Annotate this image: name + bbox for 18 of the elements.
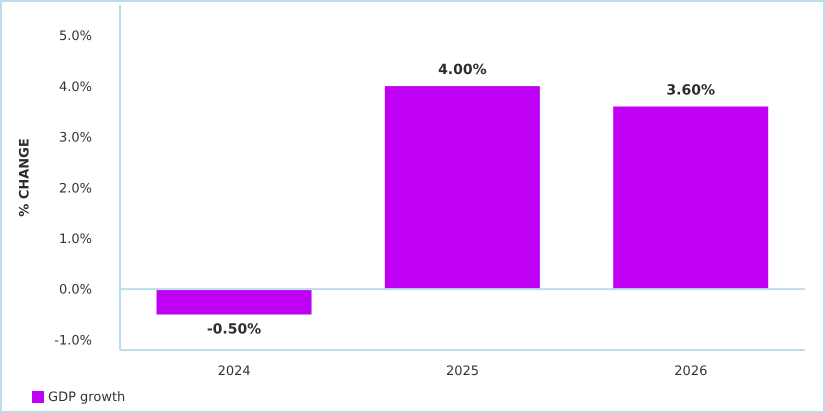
bar <box>156 289 312 314</box>
data-label: 3.60% <box>666 82 715 98</box>
y-tick-label: 2.0% <box>58 181 92 196</box>
data-label: -0.50% <box>206 321 262 338</box>
y-tick-label: 5.0% <box>58 29 92 44</box>
x-tick-label: 2026 <box>674 364 708 380</box>
data-label: 4.00% <box>438 62 487 78</box>
x-tick-label: 2024 <box>218 364 251 380</box>
y-axis-title: % CHANGE <box>18 138 33 217</box>
bar <box>613 106 768 290</box>
y-tick-label: -1.0% <box>54 333 92 348</box>
legend-label: GDP growth <box>48 390 126 405</box>
y-tick-label: 4.0% <box>58 80 92 95</box>
y-tick-label: 3.0% <box>58 130 92 146</box>
y-tick-label: 0.0% <box>58 282 92 298</box>
x-tick-label: 2025 <box>446 364 480 380</box>
bar <box>384 86 540 290</box>
y-tick-label: 1.0% <box>58 232 92 247</box>
